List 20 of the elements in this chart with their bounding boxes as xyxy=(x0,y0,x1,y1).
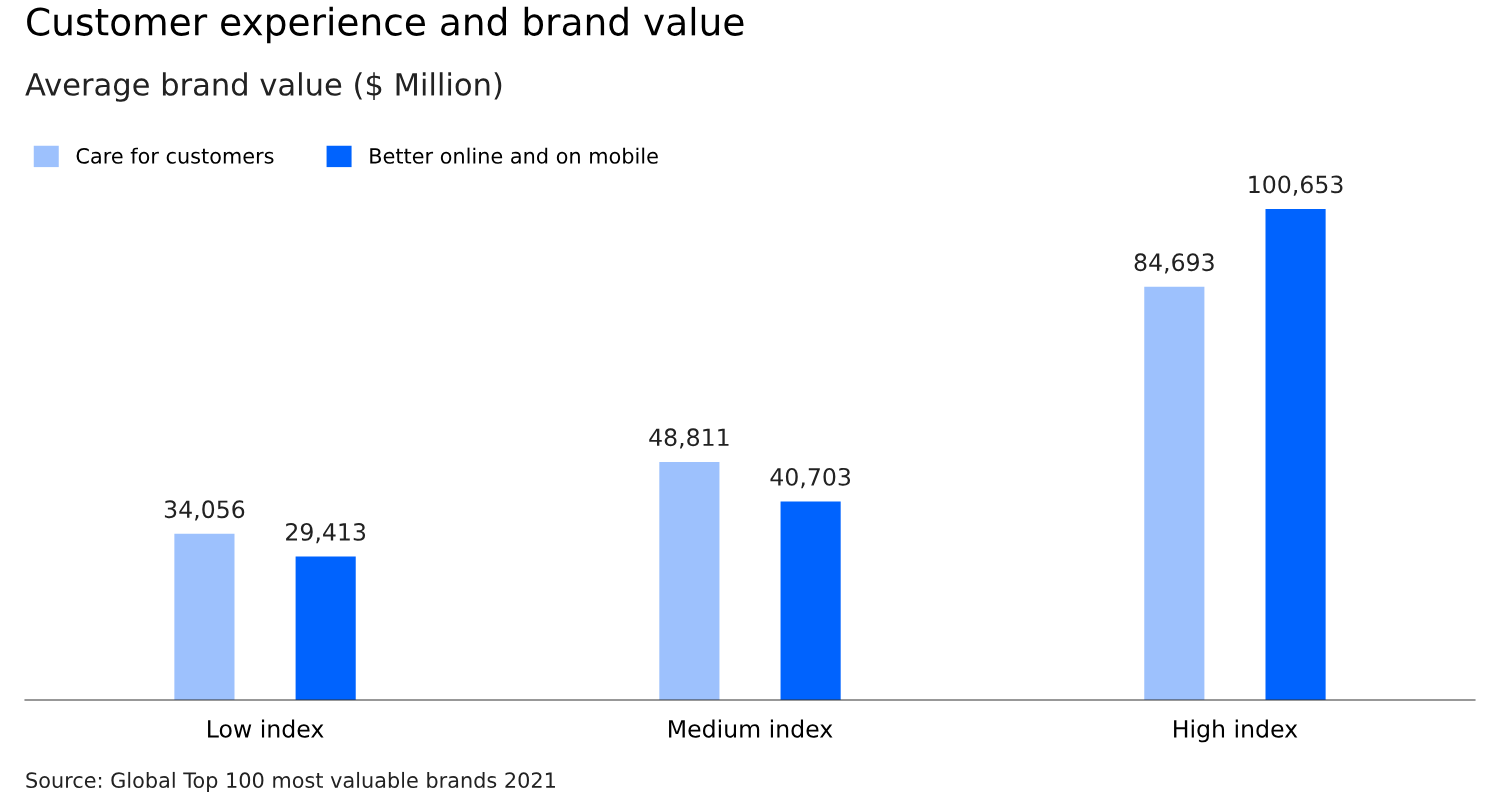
x-tick-label: Medium index xyxy=(669,719,833,738)
bar xyxy=(1265,209,1326,700)
data-label: 100,653 xyxy=(1249,175,1343,196)
bar xyxy=(295,556,356,700)
chart-subtitle: Average brand value ($ Million) xyxy=(25,72,502,102)
chart-title: Customer experience and brand value xyxy=(27,6,744,44)
x-tick-label: High index xyxy=(1174,719,1298,743)
source-note: Source: Global Top 100 most valuable brands 2021 xyxy=(26,771,555,793)
bar xyxy=(174,533,235,700)
bar xyxy=(1144,286,1205,700)
data-label: 40,703 xyxy=(770,467,851,489)
bar xyxy=(780,501,841,700)
data-label: 29,413 xyxy=(286,522,366,544)
bar xyxy=(659,461,720,700)
x-tick-label: Low index xyxy=(208,719,324,738)
legend-label: Better online and on mobile xyxy=(370,147,658,164)
data-label: 34,056 xyxy=(164,500,245,521)
legend-label: Care for customers xyxy=(76,147,274,164)
data-label: 84,693 xyxy=(1134,253,1214,274)
data-label: 48,811 xyxy=(649,428,729,449)
